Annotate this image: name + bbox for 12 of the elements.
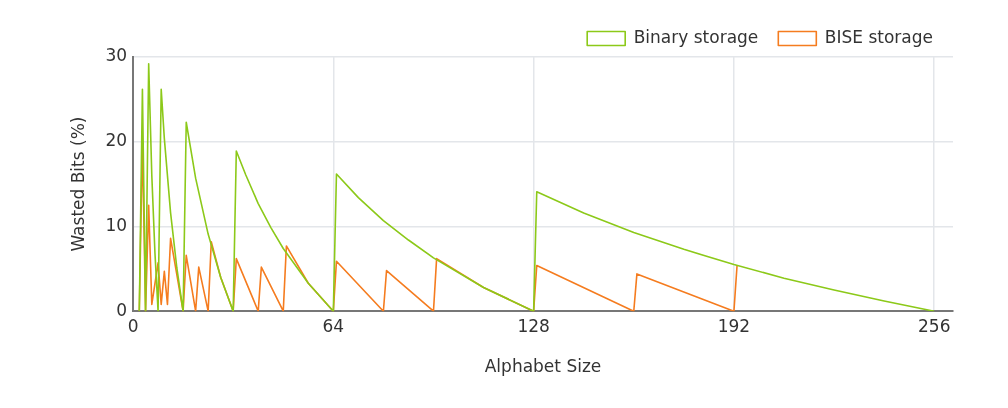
y-tick-label: 30 bbox=[105, 45, 128, 66]
x-tick-label: 192 bbox=[717, 315, 751, 336]
legend-label: Binary storage bbox=[633, 26, 759, 47]
legend-label: BISE storage bbox=[824, 26, 934, 47]
x-axis-title: Alphabet Size bbox=[484, 356, 602, 377]
y-tick-label: 20 bbox=[105, 130, 128, 151]
x-tick-label: 64 bbox=[322, 315, 345, 336]
x-tick-label: 128 bbox=[517, 315, 550, 336]
y-tick-label: 10 bbox=[105, 214, 128, 235]
x-tick-label: 256 bbox=[918, 315, 951, 336]
y-tick-label: 0 bbox=[116, 299, 128, 320]
y-axis-title: Wasted Bits (%) bbox=[67, 116, 88, 252]
